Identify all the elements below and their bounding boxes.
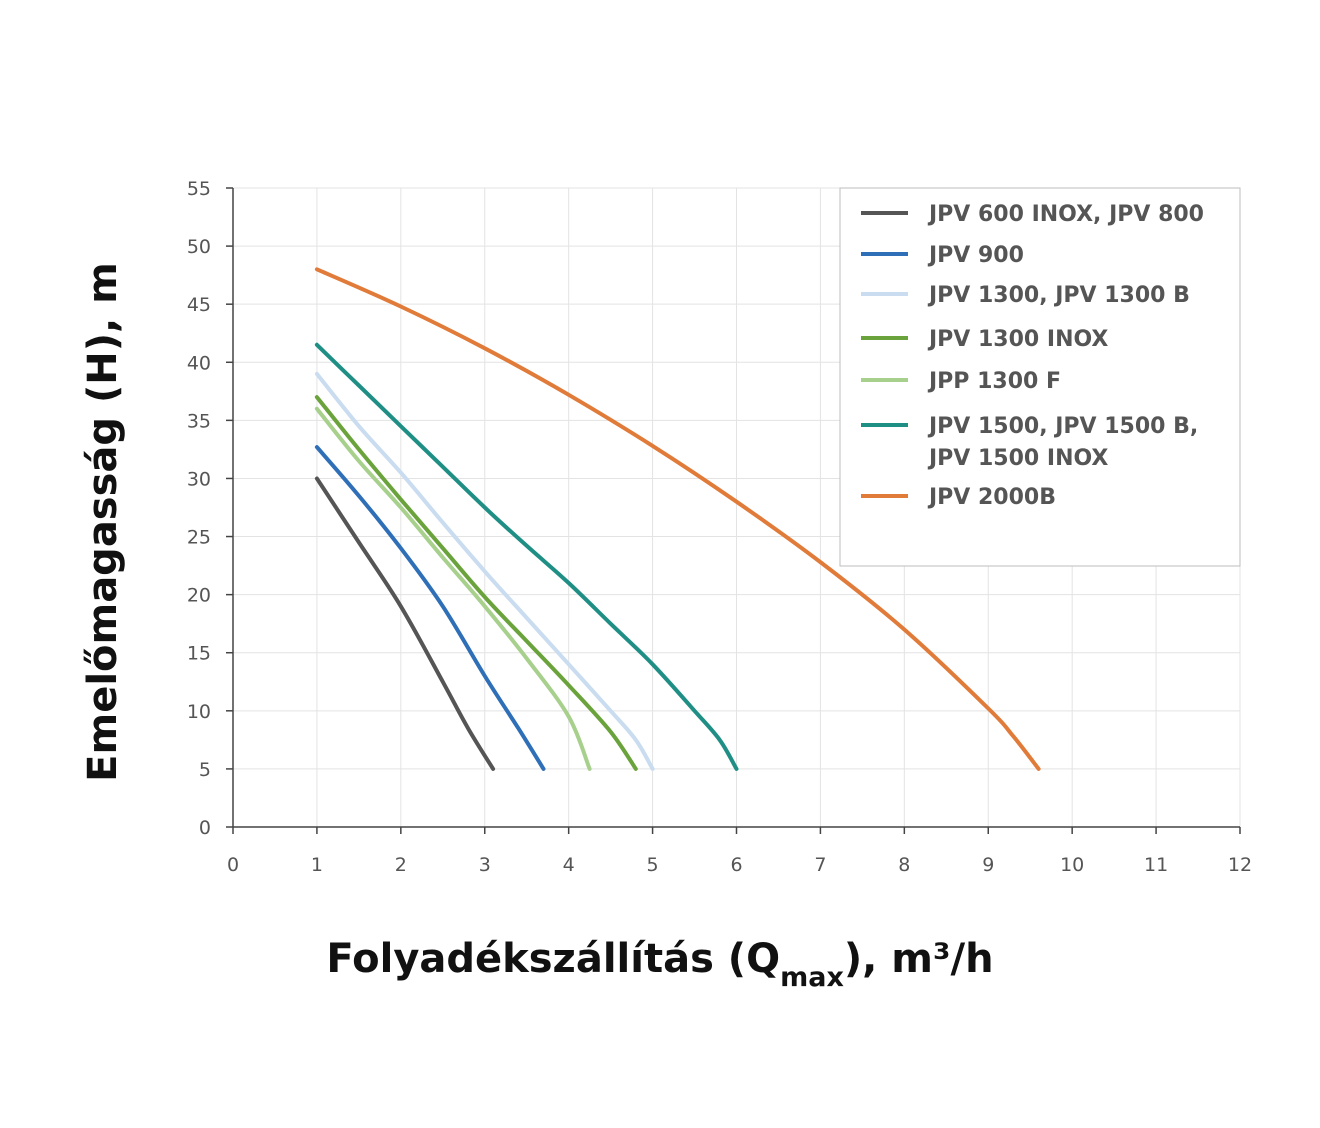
x-tick-label-9: 9 <box>982 854 994 876</box>
series-line-3 <box>314 395 638 771</box>
y-tick-label-7: 35 <box>187 410 211 432</box>
y-tick-label-11: 55 <box>187 178 211 200</box>
x-tick-label-10: 10 <box>1060 854 1084 876</box>
legend-label-3: JPV 1300 INOX <box>927 327 1108 352</box>
series-line-6 <box>314 267 1041 771</box>
y-tick-label-0: 0 <box>199 817 211 839</box>
series-lines <box>314 267 1041 771</box>
x-tick-label-1: 1 <box>311 854 323 876</box>
x-tick-label-11: 11 <box>1144 854 1168 876</box>
series-line-4 <box>314 406 592 771</box>
legend-label-4: JPP 1300 F <box>927 369 1061 394</box>
x-tick-label-4: 4 <box>563 854 575 876</box>
x-tick-label-7: 7 <box>814 854 826 876</box>
axes <box>226 187 1241 834</box>
x-tick-label-5: 5 <box>647 854 659 876</box>
y-tick-label-8: 40 <box>187 352 211 374</box>
x-tick-label-6: 6 <box>730 854 742 876</box>
x-axis-label-main: Folyadékszállítás (Q <box>326 936 780 982</box>
y-tick-label-3: 15 <box>187 643 211 665</box>
series-line-1 <box>314 445 546 771</box>
x-axis-label-subscript: max <box>780 962 844 993</box>
legend-label-2: JPV 1300, JPV 1300 B <box>927 283 1190 308</box>
y-tick-label-9: 45 <box>187 294 211 316</box>
legend-label-6: JPV 2000B <box>927 485 1056 510</box>
x-tick-label-2: 2 <box>395 854 407 876</box>
y-tick-label-1: 5 <box>199 759 211 781</box>
y-tick-label-5: 25 <box>187 527 211 549</box>
x-axis-label-end: ), m³/h <box>844 936 994 982</box>
y-axis-label: Emelőmagasság (H), m <box>80 262 126 782</box>
x-tick-labels: 0 1 2 3 4 5 6 7 8 9 10 11 12 <box>227 854 1252 876</box>
y-tick-label-6: 30 <box>187 468 211 490</box>
legend-label-5: JPV 1500, JPV 1500 B, JPV 1500 INOX <box>927 414 1198 471</box>
y-tick-label-4: 20 <box>187 585 211 607</box>
series-line-2 <box>314 371 655 771</box>
y-tick-labels: 0 5 10 15 20 25 30 35 40 45 50 55 <box>187 178 211 839</box>
y-tick-label-10: 50 <box>187 236 211 258</box>
x-tick-label-12: 12 <box>1228 854 1252 876</box>
series-line-0 <box>314 476 496 771</box>
y-tick-label-2: 10 <box>187 701 211 723</box>
x-tick-label-8: 8 <box>898 854 910 876</box>
x-tick-label-0: 0 <box>227 854 239 876</box>
legend-box <box>839 187 1241 567</box>
legend-label-1: JPV 900 <box>927 243 1024 268</box>
legend: JPV 600 INOX, JPV 800 JPV 900 JPV 1300, JP… <box>839 187 1241 567</box>
series-line-5 <box>314 342 739 771</box>
x-tick-label-3: 3 <box>479 854 491 876</box>
x-axis-label: Folyadékszállítás (Qmax), m³/h <box>326 936 993 993</box>
legend-label-0: JPV 600 INOX, JPV 800 <box>927 202 1204 227</box>
